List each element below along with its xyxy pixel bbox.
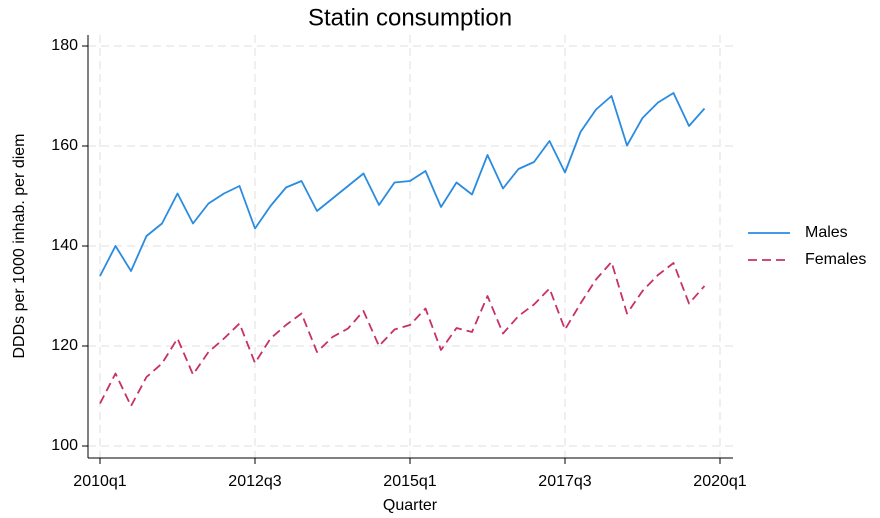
series-line [99, 92, 706, 277]
y-tick-label: 140 [51, 237, 78, 254]
y-tick-label: 120 [51, 337, 78, 354]
x-tick-label: 2010q1 [73, 473, 126, 490]
y-tick-label: 100 [51, 437, 78, 454]
x-axis-label: Quarter [383, 497, 438, 514]
legend-label: Males [805, 224, 848, 241]
x-tick-label: 2017q3 [538, 473, 591, 490]
y-tick-label: 180 [51, 37, 78, 54]
chart-title: Statin consumption [308, 4, 512, 31]
x-tick-label: 2020q1 [693, 473, 746, 490]
x-tick-label: 2012q3 [228, 473, 281, 490]
series-line [99, 261, 706, 407]
y-tick-label: 160 [51, 137, 78, 154]
legend-label: Females [805, 251, 866, 268]
y-axis-label: DDDs per 1000 inhab. per diem [11, 133, 28, 358]
x-tick-label: 2015q1 [383, 473, 436, 490]
